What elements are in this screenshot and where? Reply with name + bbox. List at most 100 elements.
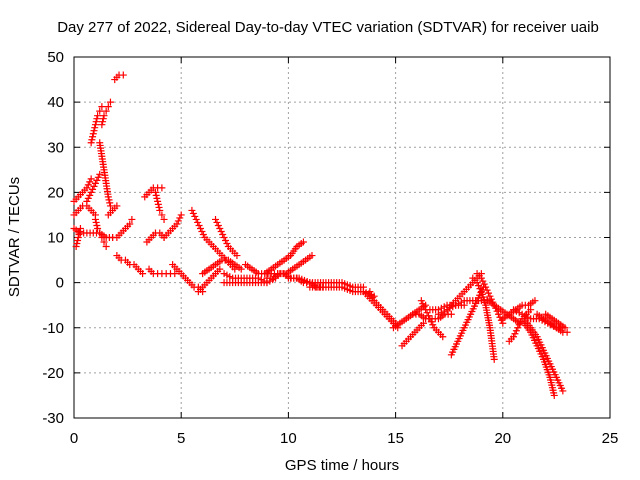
data-point-interp bbox=[86, 191, 94, 199]
data-point-interp bbox=[84, 194, 92, 202]
data-point bbox=[154, 197, 162, 205]
data-point bbox=[308, 252, 316, 260]
data-point-interp bbox=[76, 227, 84, 235]
data-point-interp bbox=[475, 282, 483, 290]
data-point bbox=[477, 274, 485, 282]
data-point bbox=[561, 324, 569, 332]
y-tick-label: 10 bbox=[47, 230, 64, 247]
data-point bbox=[212, 215, 220, 223]
data-point bbox=[177, 211, 185, 219]
data-point bbox=[550, 391, 558, 399]
data-point-interp bbox=[367, 291, 375, 299]
data-point-interp bbox=[176, 214, 184, 222]
series-track-11 bbox=[104, 202, 121, 219]
data-point bbox=[171, 270, 179, 278]
series-track-50 bbox=[520, 319, 558, 399]
data-point-interp bbox=[497, 316, 505, 324]
data-point bbox=[510, 333, 518, 341]
data-point bbox=[87, 188, 95, 196]
data-point-interp bbox=[223, 240, 231, 248]
y-axis-label: SDTVAR / TECUs bbox=[6, 177, 23, 297]
data-point-interp bbox=[75, 230, 83, 238]
data-marks bbox=[70, 71, 571, 399]
data-point-interp bbox=[219, 230, 227, 238]
series-track-20 bbox=[169, 261, 207, 296]
data-point-interp bbox=[511, 330, 519, 338]
y-tick-label: 20 bbox=[47, 184, 64, 201]
data-point-interp bbox=[93, 115, 101, 123]
data-point-interp bbox=[105, 196, 113, 204]
data-point-interp bbox=[153, 194, 161, 202]
data-point-interp bbox=[189, 209, 197, 217]
data-point bbox=[100, 238, 108, 246]
data-point-interp bbox=[429, 321, 437, 329]
series-track-28 bbox=[261, 238, 307, 278]
data-point bbox=[192, 215, 200, 223]
data-point-interp bbox=[420, 303, 428, 311]
data-point-interp bbox=[479, 277, 487, 285]
data-point bbox=[102, 243, 110, 251]
data-point-interp bbox=[99, 115, 107, 123]
data-point bbox=[495, 310, 503, 318]
data-point-interp bbox=[369, 294, 377, 302]
series-track-16 bbox=[151, 188, 168, 223]
data-point-interp bbox=[106, 199, 114, 207]
data-point bbox=[527, 306, 535, 314]
series-track-15 bbox=[141, 184, 166, 201]
series-track-24 bbox=[212, 215, 241, 260]
data-point-interp bbox=[90, 182, 98, 190]
data-point bbox=[160, 215, 168, 223]
series-track-05 bbox=[83, 170, 104, 205]
data-point bbox=[72, 243, 80, 251]
data-point bbox=[439, 333, 447, 341]
data-point bbox=[426, 315, 434, 323]
data-point bbox=[87, 175, 95, 183]
y-tick-label: 30 bbox=[47, 139, 64, 156]
data-point bbox=[447, 310, 455, 318]
data-point-interp bbox=[512, 327, 520, 335]
data-point bbox=[91, 121, 99, 129]
data-point bbox=[91, 215, 99, 223]
series-track-26 bbox=[220, 274, 280, 287]
data-point bbox=[216, 265, 224, 273]
data-point-interp bbox=[89, 133, 97, 141]
series-track-13 bbox=[113, 252, 134, 269]
data-point bbox=[98, 234, 106, 241]
x-axis-label: GPS time / hours bbox=[285, 457, 399, 474]
data-point bbox=[83, 184, 91, 192]
data-point bbox=[113, 202, 121, 210]
data-point bbox=[419, 319, 427, 327]
data-point bbox=[100, 112, 108, 120]
data-point bbox=[216, 224, 224, 232]
data-point-interp bbox=[93, 221, 101, 229]
data-point-interp bbox=[94, 173, 102, 181]
data-point bbox=[98, 121, 106, 129]
series-track-04 bbox=[72, 224, 84, 251]
data-point bbox=[473, 279, 481, 287]
data-point-interp bbox=[93, 176, 101, 184]
data-point-interp bbox=[152, 191, 160, 199]
series-track-52 bbox=[542, 310, 569, 332]
chart-title: Day 277 of 2022, Sidereal Day-to-day VTE… bbox=[57, 19, 599, 36]
data-point bbox=[104, 103, 112, 111]
data-point-interp bbox=[99, 118, 107, 126]
data-point bbox=[482, 283, 490, 291]
data-point-interp bbox=[194, 218, 202, 226]
data-point-interp bbox=[480, 280, 488, 288]
data-point bbox=[96, 229, 104, 237]
data-point-interp bbox=[517, 318, 525, 326]
data-point-interp bbox=[476, 285, 484, 293]
series-track-01 bbox=[70, 175, 95, 205]
x-tick-label: 5 bbox=[177, 430, 185, 447]
series-track-14 bbox=[130, 261, 147, 278]
series-track-18 bbox=[145, 265, 179, 278]
series-track-09 bbox=[91, 215, 110, 251]
data-point bbox=[563, 328, 571, 336]
data-point-interp bbox=[217, 227, 225, 235]
data-point bbox=[366, 288, 374, 296]
data-point bbox=[490, 355, 498, 363]
y-tick-label: -10 bbox=[42, 320, 64, 337]
data-point bbox=[96, 107, 104, 115]
data-point bbox=[531, 297, 539, 305]
series-track-46 bbox=[499, 297, 539, 323]
